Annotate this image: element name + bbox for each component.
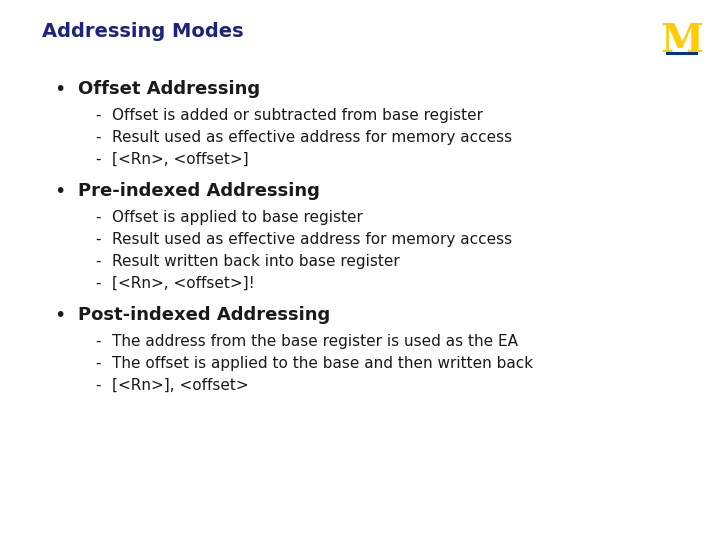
Text: -: - (95, 130, 101, 145)
Text: The offset is applied to the base and then written back: The offset is applied to the base and th… (112, 356, 533, 371)
Text: The address from the base register is used as the EA: The address from the base register is us… (112, 334, 518, 349)
Text: Offset Addressing: Offset Addressing (78, 80, 260, 98)
Text: Result written back into base register: Result written back into base register (112, 254, 400, 269)
Text: Pre-indexed Addressing: Pre-indexed Addressing (78, 182, 320, 200)
Text: -: - (95, 152, 101, 167)
Text: •: • (54, 182, 66, 201)
Text: Offset is applied to base register: Offset is applied to base register (112, 210, 363, 225)
Text: Post-indexed Addressing: Post-indexed Addressing (78, 306, 330, 324)
Text: [<Rn>, <offset>]!: [<Rn>, <offset>]! (112, 276, 255, 291)
Text: •: • (54, 306, 66, 325)
Text: [<Rn>], <offset>: [<Rn>], <offset> (112, 378, 248, 393)
Text: •: • (54, 80, 66, 99)
Text: Offset is added or subtracted from base register: Offset is added or subtracted from base … (112, 108, 483, 123)
Text: -: - (95, 108, 101, 123)
Text: Addressing Modes: Addressing Modes (42, 22, 243, 41)
Text: -: - (95, 210, 101, 225)
Text: -: - (95, 276, 101, 291)
Text: Result used as effective address for memory access: Result used as effective address for mem… (112, 232, 512, 247)
Text: [<Rn>, <offset>]: [<Rn>, <offset>] (112, 152, 248, 167)
Text: M: M (660, 22, 703, 60)
Text: -: - (95, 378, 101, 393)
Text: -: - (95, 232, 101, 247)
Text: -: - (95, 254, 101, 269)
Text: -: - (95, 356, 101, 371)
Bar (666, 52, 698, 55)
Text: -: - (95, 334, 101, 349)
Text: Result used as effective address for memory access: Result used as effective address for mem… (112, 130, 512, 145)
